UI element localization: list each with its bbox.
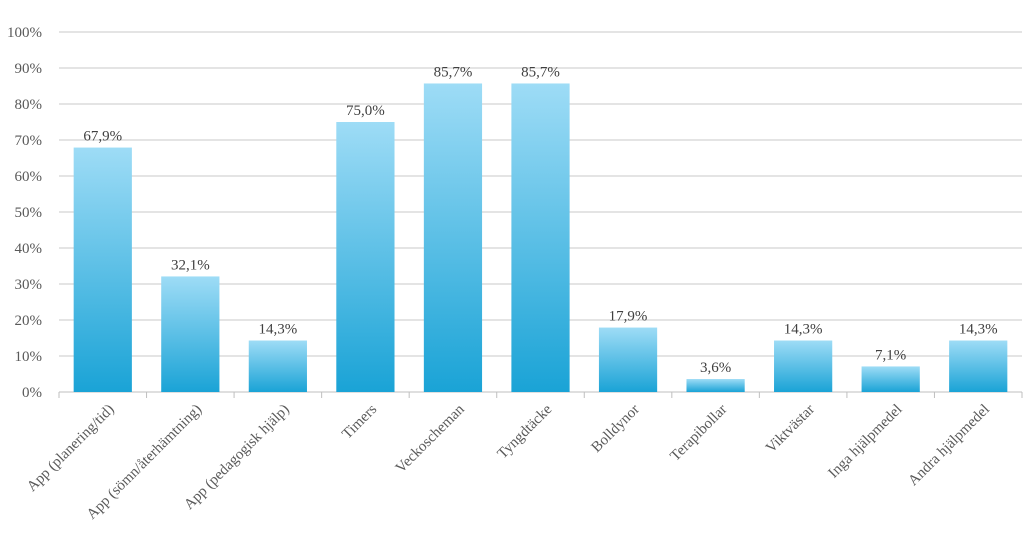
y-tick-label: 20% — [15, 313, 43, 329]
y-tick-label: 40% — [15, 241, 43, 257]
category-label: Inga hjälpmedel — [826, 402, 906, 482]
bar — [686, 379, 745, 392]
y-tick-label: 10% — [15, 349, 43, 365]
bar — [161, 276, 220, 392]
category-label: Veckoscheman — [393, 401, 468, 476]
y-tick-label: 100% — [7, 25, 42, 41]
data-labels: 67,9% 32,1% 14,3% 75,0% 85,7% 85,7% 17,9% 3,6% 1… — [83, 64, 997, 376]
category-label: Viktvästar — [763, 402, 818, 457]
bar — [861, 366, 920, 392]
data-label: 67,9% — [83, 129, 122, 145]
y-tick-label: 0% — [22, 385, 42, 401]
category-label: Andra hjälpmedel — [905, 402, 993, 490]
data-label: 3,6% — [700, 360, 731, 376]
bars — [73, 83, 1008, 392]
bar — [73, 147, 132, 392]
y-tick-label: 50% — [15, 205, 43, 221]
data-label: 85,7% — [521, 64, 560, 80]
y-axis-ticks: 0% 10% 20% 30% 40% 50% 60% 70% 80% 90% 100% — [7, 25, 42, 401]
y-tick-label: 80% — [15, 97, 43, 113]
y-tick-label: 70% — [15, 133, 43, 149]
bar — [949, 340, 1008, 392]
y-tick-label: 90% — [15, 61, 43, 77]
x-axis-categories: App (planering/tid)App (sömn/återhämtnin… — [24, 401, 993, 523]
data-label: 85,7% — [434, 64, 473, 80]
data-label: 75,0% — [346, 103, 385, 119]
bar — [598, 327, 658, 392]
data-label: 7,1% — [875, 347, 906, 363]
data-label: 14,3% — [784, 322, 823, 338]
category-label: App (planering/tid) — [24, 402, 118, 496]
data-label: 17,9% — [609, 309, 648, 325]
bar — [423, 83, 483, 392]
category-label: Tyngdtäcke — [495, 401, 556, 462]
data-label: 14,3% — [959, 322, 998, 338]
y-tick-label: 60% — [15, 169, 43, 185]
bar — [336, 122, 395, 392]
category-label: Terapibollar — [667, 402, 730, 465]
category-label: Timers — [339, 401, 380, 442]
bar — [511, 83, 570, 392]
bar — [248, 340, 307, 392]
y-tick-label: 30% — [15, 277, 43, 293]
data-label: 32,1% — [171, 257, 210, 273]
bar — [774, 340, 833, 392]
category-label: Bolldynor — [589, 402, 643, 456]
data-label: 14,3% — [258, 322, 297, 338]
